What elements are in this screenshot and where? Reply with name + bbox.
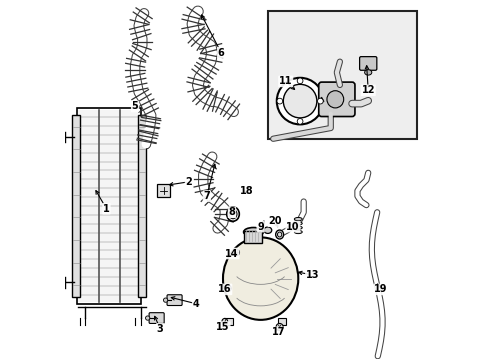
Text: 19: 19 xyxy=(373,284,386,294)
Circle shape xyxy=(297,118,303,124)
Ellipse shape xyxy=(145,316,149,320)
Circle shape xyxy=(297,78,303,84)
Bar xyxy=(138,116,145,297)
Ellipse shape xyxy=(223,237,298,320)
Ellipse shape xyxy=(364,70,371,75)
Ellipse shape xyxy=(294,230,302,234)
Ellipse shape xyxy=(225,285,231,292)
Ellipse shape xyxy=(294,222,302,225)
FancyBboxPatch shape xyxy=(167,295,182,306)
Ellipse shape xyxy=(163,298,167,302)
Text: 20: 20 xyxy=(268,216,281,226)
Text: 13: 13 xyxy=(305,270,319,280)
Circle shape xyxy=(317,98,323,104)
Ellipse shape xyxy=(326,91,343,108)
FancyBboxPatch shape xyxy=(318,82,354,117)
Text: 5: 5 xyxy=(131,102,138,112)
Circle shape xyxy=(276,98,282,104)
Ellipse shape xyxy=(228,210,237,219)
FancyBboxPatch shape xyxy=(149,313,164,323)
FancyBboxPatch shape xyxy=(359,57,376,70)
Ellipse shape xyxy=(275,230,283,239)
Text: 7: 7 xyxy=(203,191,210,201)
Text: 16: 16 xyxy=(218,284,231,294)
Text: 6: 6 xyxy=(217,48,224,58)
Bar xyxy=(277,318,286,325)
Text: 8: 8 xyxy=(228,207,235,217)
Ellipse shape xyxy=(276,323,283,330)
Text: 10: 10 xyxy=(285,222,299,231)
Text: 17: 17 xyxy=(271,327,285,337)
Ellipse shape xyxy=(277,232,281,237)
Text: 11: 11 xyxy=(279,76,292,86)
Text: 4: 4 xyxy=(192,299,199,309)
Ellipse shape xyxy=(233,249,239,256)
Text: 9: 9 xyxy=(257,222,264,231)
Ellipse shape xyxy=(243,228,263,237)
Text: 15: 15 xyxy=(216,322,229,332)
Bar xyxy=(77,110,141,302)
FancyBboxPatch shape xyxy=(157,184,170,197)
Text: 18: 18 xyxy=(239,186,253,196)
Text: 1: 1 xyxy=(103,204,110,214)
Ellipse shape xyxy=(294,217,302,221)
Bar xyxy=(77,108,141,304)
Circle shape xyxy=(276,78,323,125)
Text: 12: 12 xyxy=(361,85,374,95)
Ellipse shape xyxy=(264,227,271,233)
Text: 2: 2 xyxy=(185,177,192,187)
Text: 14: 14 xyxy=(225,248,238,258)
Circle shape xyxy=(283,84,316,118)
Text: 3: 3 xyxy=(157,324,163,334)
Ellipse shape xyxy=(226,207,239,221)
Ellipse shape xyxy=(222,319,227,325)
Bar xyxy=(224,318,232,325)
Bar xyxy=(72,116,80,297)
Ellipse shape xyxy=(294,226,302,229)
Bar xyxy=(244,231,262,243)
FancyBboxPatch shape xyxy=(267,12,416,139)
